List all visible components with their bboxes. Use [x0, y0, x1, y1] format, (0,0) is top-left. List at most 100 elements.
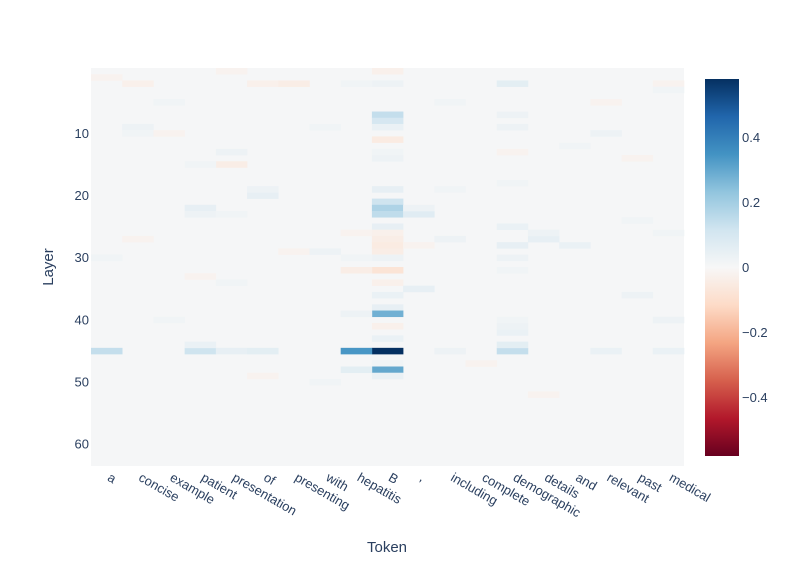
heatmap-cell — [371, 68, 404, 75]
heatmap-cell — [153, 99, 185, 106]
heatmap-cell — [371, 223, 404, 230]
heatmap-cell — [215, 148, 248, 156]
heatmap-cell — [434, 99, 466, 106]
colorbar — [705, 79, 739, 456]
heatmap-cell — [184, 341, 217, 349]
heatmap-cell — [496, 80, 529, 87]
colorbar-tick-label: 0.4 — [742, 130, 760, 145]
heatmap-cell — [434, 186, 466, 193]
heatmap-cell — [371, 235, 404, 243]
heatmap-cell — [496, 254, 529, 262]
heatmap-cell — [496, 179, 529, 187]
heatmap-cell — [496, 341, 529, 349]
y-axis-ticks: 10 20 30 40 50 60 — [75, 126, 89, 452]
heatmap-cell — [590, 130, 622, 137]
heatmap-cell — [403, 204, 435, 212]
heatmap-cell — [184, 273, 217, 280]
heatmap-cell — [184, 161, 217, 168]
heatmap-cell — [559, 242, 591, 249]
heatmap-cell — [247, 347, 279, 355]
heatmap-cell — [153, 130, 185, 137]
heatmap-cell — [91, 347, 123, 355]
heatmap-cell — [621, 217, 654, 224]
heatmap-cell — [340, 254, 373, 262]
y-tick-label: 10 — [75, 126, 89, 141]
heatmap-cell — [496, 242, 529, 249]
heatmap-cell — [247, 372, 279, 380]
heatmap-cell — [371, 211, 404, 218]
x-tick-label: a — [105, 470, 119, 487]
y-tick-label: 20 — [75, 188, 89, 203]
heatmap-cell — [652, 229, 685, 237]
heatmap-cell — [371, 267, 404, 274]
heatmap-cell — [371, 186, 404, 193]
heatmap-cell — [371, 304, 404, 311]
heatmap-cell — [340, 80, 373, 87]
heatmap-cell — [496, 111, 529, 119]
heatmap-cell — [621, 155, 654, 162]
heatmap-cell — [590, 99, 622, 106]
heatmap-cell — [215, 211, 248, 218]
x-tick-label: medical — [667, 470, 713, 505]
heatmap-cell — [122, 80, 154, 87]
heatmap-cell — [371, 204, 404, 212]
heatmap-cell — [403, 211, 435, 218]
y-tick-label: 50 — [75, 375, 89, 390]
heatmap-cell — [278, 248, 310, 255]
heatmap-cell — [496, 223, 529, 230]
y-tick-label: 30 — [75, 250, 89, 265]
heatmap-cell — [496, 316, 529, 324]
heatmap-cells — [91, 68, 685, 398]
heatmap-cell — [559, 142, 591, 150]
heatmap-cell — [371, 242, 404, 249]
heatmap-cell — [371, 117, 404, 125]
heatmap-cell — [122, 235, 154, 243]
heatmap-cell — [184, 211, 217, 218]
heatmap-cell — [371, 322, 404, 330]
heatmap-cell — [590, 347, 622, 355]
y-tick-label: 60 — [75, 437, 89, 452]
colorbar-tick-label: −0.4 — [742, 390, 768, 405]
heatmap-cell — [215, 161, 248, 168]
heatmap-cell — [247, 80, 279, 87]
heatmap-cell — [403, 242, 435, 249]
heatmap-cell — [434, 347, 466, 355]
heatmap-cell — [371, 335, 404, 342]
heatmap-cell — [340, 366, 373, 374]
colorbar-tick-label: −0.2 — [742, 325, 768, 340]
heatmap-cell — [371, 279, 404, 286]
heatmap-cell — [340, 310, 373, 318]
heatmap-cell — [527, 391, 560, 398]
heatmap-cell — [184, 347, 217, 355]
heatmap-cell — [652, 316, 685, 324]
x-tick-label: , — [417, 470, 428, 485]
heatmap-cell — [371, 136, 404, 143]
heatmap-cell — [371, 123, 404, 131]
heatmap-cell — [496, 322, 529, 330]
heatmap-cell — [122, 130, 154, 137]
heatmap-cell — [371, 366, 404, 374]
colorbar-tick-label: 0 — [742, 260, 749, 275]
y-axis-title: Layer — [40, 248, 57, 286]
heatmap-cell — [340, 267, 373, 274]
heatmap-cell — [215, 279, 248, 286]
colorbar-tick-label: 0.2 — [742, 195, 760, 210]
heatmap-cell — [652, 80, 685, 87]
heatmap-cell — [527, 235, 560, 243]
heatmap-cell — [496, 123, 529, 131]
heatmap-cell — [371, 148, 404, 156]
heatmap-cell — [91, 254, 123, 262]
heatmap-cell — [496, 148, 529, 156]
heatmap-cell — [371, 155, 404, 162]
heatmap-cell — [652, 347, 685, 355]
heatmap-cell — [371, 372, 404, 380]
heatmap-cell — [184, 204, 217, 212]
heatmap-cell — [371, 198, 404, 206]
heatmap-cell — [215, 68, 248, 75]
heatmap-cell — [247, 192, 279, 199]
heatmap-cell — [527, 229, 560, 237]
heatmap-cell — [652, 86, 685, 94]
heatmap-cell — [309, 378, 341, 386]
